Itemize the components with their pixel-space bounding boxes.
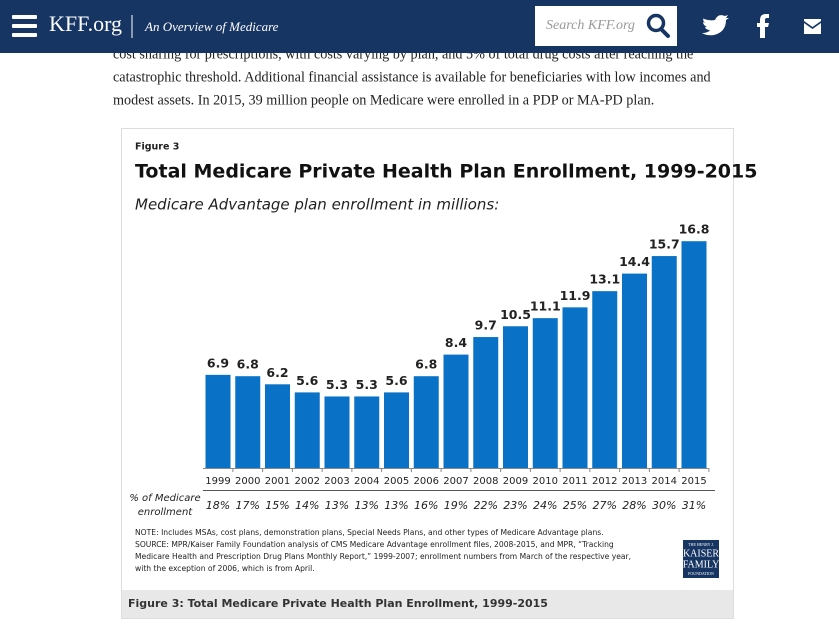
logo-text: THE HENRY J. <box>688 542 714 547</box>
value-label: 5.3 <box>326 377 348 392</box>
bar <box>651 256 677 468</box>
share-label: 13% <box>355 499 379 512</box>
kff-logo <box>683 540 719 578</box>
bar <box>294 392 320 468</box>
x-tick-label: 2008 <box>473 476 498 487</box>
note-line: SOURCE: MPR/Kaiser Family Foundation ana… <box>135 540 614 549</box>
bar <box>532 318 558 468</box>
share-label: 17% <box>236 499 260 512</box>
search-box[interactable] <box>535 6 677 46</box>
share-label: 27% <box>593 499 617 512</box>
share-label: 16% <box>414 499 438 512</box>
note-line: NOTE: Includes MSAs, cost plans, demonst… <box>135 528 604 537</box>
value-label: 14.4 <box>619 254 650 269</box>
bar <box>265 384 290 468</box>
row-label: enrollment <box>138 507 194 518</box>
value-label: 16.8 <box>679 222 710 237</box>
email-icon[interactable] <box>804 19 821 34</box>
bar <box>592 291 618 468</box>
x-tick-label: 2001 <box>265 476 290 487</box>
bar <box>622 273 647 468</box>
value-label: 10.5 <box>500 307 531 322</box>
bar <box>324 396 350 468</box>
x-tick-label: 2005 <box>384 476 409 487</box>
section-title[interactable]: An Overview of Medicare <box>144 19 279 34</box>
logo-text: KAISER <box>683 548 719 559</box>
x-tick-label: 2004 <box>354 476 379 487</box>
bar <box>503 326 528 468</box>
share-label: 25% <box>563 499 587 512</box>
note-line: with the exception of 2006, which is fro… <box>135 564 315 573</box>
menu-button[interactable] <box>12 15 37 37</box>
value-label: 5.6 <box>296 373 318 388</box>
share-label: 18% <box>206 499 230 512</box>
caption-bar <box>122 590 733 618</box>
share-label: 13% <box>325 499 349 512</box>
bar <box>443 354 469 468</box>
note-line: Medicare Health and Prescription Drug Pl… <box>135 552 631 561</box>
site-logo[interactable]: KFF.org <box>49 11 122 36</box>
logo-text: FAMILY <box>683 559 720 570</box>
share-label: 14% <box>295 499 319 512</box>
value-label: 6.8 <box>415 357 437 372</box>
share-label: 22% <box>474 499 498 512</box>
bar <box>562 307 588 468</box>
paragraph-line: catastrophic threshold. Additional finan… <box>113 69 711 85</box>
twitter-icon[interactable] <box>702 15 729 36</box>
share-label: 19% <box>444 499 468 512</box>
bar <box>205 374 231 468</box>
chart-subtitle: Medicare Advantage plan enrollment in mi… <box>135 196 499 214</box>
x-tick-label: 2002 <box>295 476 320 487</box>
value-label: 11.1 <box>530 299 561 314</box>
x-tick-label: 2012 <box>592 476 617 487</box>
value-label: 6.8 <box>237 357 259 372</box>
value-label: 8.4 <box>445 335 467 350</box>
bar <box>473 337 499 468</box>
share-label: 23% <box>503 499 527 512</box>
share-label: 13% <box>384 499 408 512</box>
x-tick-label: 2015 <box>681 476 706 487</box>
value-label: 13.1 <box>589 272 620 287</box>
bar <box>235 376 261 468</box>
logo-text: FOUNDATION <box>688 571 714 576</box>
x-tick-label: 2006 <box>414 476 439 487</box>
value-label: 5.3 <box>356 377 378 392</box>
bar <box>681 241 707 468</box>
share-label: 24% <box>533 499 557 512</box>
x-tick-label: 2014 <box>652 476 677 487</box>
share-label: 31% <box>682 499 706 512</box>
figure-label: Figure 3 <box>135 142 179 153</box>
value-label: 5.6 <box>385 373 407 388</box>
bar <box>413 376 439 468</box>
x-tick-label: 2011 <box>562 476 587 487</box>
search-placeholder: Search KFF.org <box>546 18 635 33</box>
x-tick-label: 2007 <box>443 476 468 487</box>
bar <box>384 392 409 468</box>
x-tick-label: 2010 <box>533 476 558 487</box>
value-label: 15.7 <box>649 237 680 252</box>
value-label: 6.2 <box>266 365 288 380</box>
value-label: 6.9 <box>207 355 229 370</box>
x-tick-label: 2013 <box>622 476 647 487</box>
facebook-icon[interactable] <box>757 14 769 38</box>
share-label: 28% <box>622 499 646 512</box>
row-label: % of Medicare <box>129 493 200 504</box>
header-bar <box>0 0 839 53</box>
search-icon[interactable] <box>646 13 670 38</box>
value-label: 11.9 <box>560 288 591 303</box>
chart-title: Total Medicare Private Health Plan Enrol… <box>135 161 757 183</box>
paragraph-line: modest assets. In 2015, 39 million peopl… <box>113 92 654 108</box>
x-tick-label: 2003 <box>324 476 349 487</box>
figure-caption: Figure 3: Total Medicare Private Health … <box>128 597 548 610</box>
share-label: 30% <box>652 499 676 512</box>
bar <box>354 396 380 468</box>
share-label: 15% <box>265 499 289 512</box>
value-label: 9.7 <box>475 318 497 333</box>
x-tick-label: 2009 <box>503 476 528 487</box>
x-tick-label: 1999 <box>205 476 230 487</box>
x-tick-label: 2000 <box>235 476 260 487</box>
